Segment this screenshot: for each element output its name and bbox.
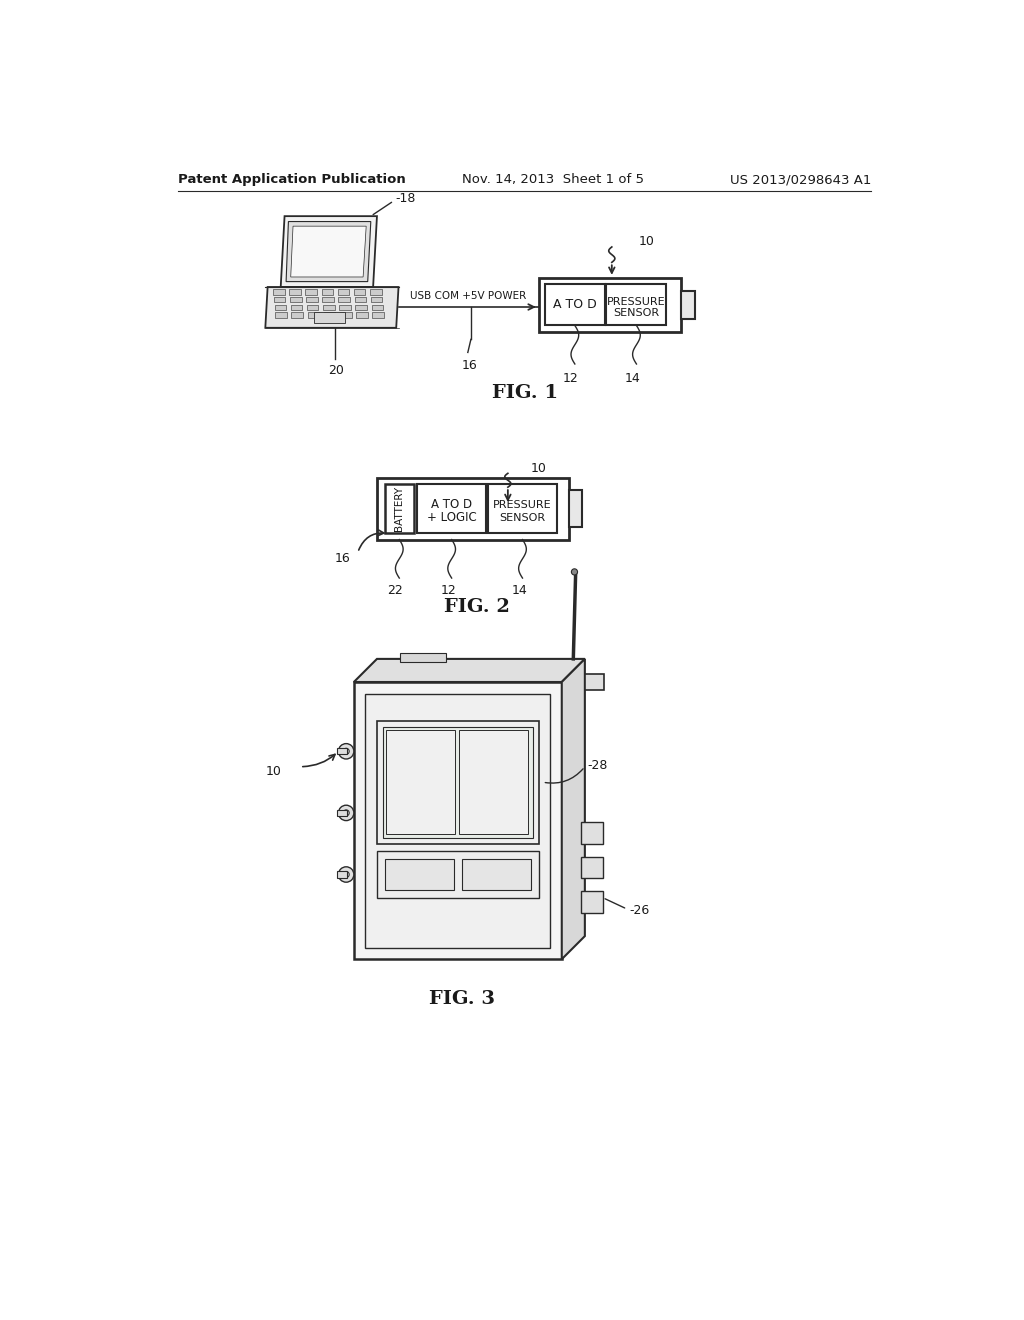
Circle shape <box>343 871 349 878</box>
Bar <box>274 305 286 310</box>
Bar <box>606 284 667 326</box>
Circle shape <box>343 810 349 816</box>
Bar <box>569 490 582 527</box>
Bar <box>339 305 351 310</box>
Text: 14: 14 <box>512 585 527 597</box>
Bar <box>305 289 316 294</box>
Bar <box>371 297 382 302</box>
Text: Nov. 14, 2013  Sheet 1 of 5: Nov. 14, 2013 Sheet 1 of 5 <box>462 173 644 186</box>
Text: Patent Application Publication: Patent Application Publication <box>178 173 407 186</box>
Bar <box>290 297 301 302</box>
Bar <box>340 313 351 318</box>
Polygon shape <box>354 659 585 682</box>
Bar <box>292 313 303 318</box>
Circle shape <box>339 743 354 759</box>
Polygon shape <box>265 286 398 327</box>
Bar <box>337 871 347 878</box>
Bar <box>681 290 695 318</box>
Bar <box>337 748 347 755</box>
Bar <box>354 682 562 960</box>
Bar <box>545 284 605 326</box>
Text: FIG. 2: FIG. 2 <box>444 598 510 615</box>
Bar <box>417 484 486 533</box>
Bar <box>386 730 455 834</box>
Bar <box>339 297 350 302</box>
Bar <box>338 289 349 294</box>
Bar <box>400 653 446 663</box>
Bar <box>581 857 602 878</box>
Text: FIG. 3: FIG. 3 <box>429 990 495 1008</box>
Text: 22: 22 <box>387 585 403 597</box>
Bar <box>366 693 550 948</box>
Bar <box>337 810 347 816</box>
Text: 10: 10 <box>639 235 654 248</box>
Bar <box>385 859 454 890</box>
Bar <box>273 297 286 302</box>
Bar <box>370 289 382 294</box>
Text: 10: 10 <box>531 462 547 475</box>
Bar <box>324 313 336 318</box>
Circle shape <box>339 867 354 882</box>
Text: FIG. 1: FIG. 1 <box>492 384 558 403</box>
Text: SENSOR: SENSOR <box>613 308 659 318</box>
Bar <box>323 305 335 310</box>
Text: US 2013/0298643 A1: US 2013/0298643 A1 <box>730 173 871 186</box>
Bar <box>291 305 302 310</box>
Text: SENSOR: SENSOR <box>500 513 546 523</box>
Text: 12: 12 <box>563 372 579 385</box>
Text: -18: -18 <box>395 191 416 205</box>
Bar <box>289 289 301 294</box>
Bar <box>487 484 557 533</box>
Bar <box>460 730 528 834</box>
Polygon shape <box>281 216 377 286</box>
Polygon shape <box>562 659 585 960</box>
Bar <box>355 305 367 310</box>
Bar <box>585 675 604 689</box>
Circle shape <box>571 569 578 576</box>
Bar <box>383 726 532 838</box>
Bar <box>307 313 319 318</box>
Circle shape <box>339 805 354 821</box>
Text: -26: -26 <box>630 904 650 917</box>
Bar <box>322 289 333 294</box>
Bar <box>356 313 368 318</box>
Bar <box>385 484 414 533</box>
Bar <box>275 313 287 318</box>
Circle shape <box>343 748 349 755</box>
Text: A TO D: A TO D <box>553 298 597 312</box>
Text: 16: 16 <box>335 552 350 565</box>
Text: 12: 12 <box>440 585 457 597</box>
Text: + LOGIC: + LOGIC <box>427 511 476 524</box>
Text: A TO D: A TO D <box>431 499 472 511</box>
Text: -28: -28 <box>587 759 607 772</box>
Bar <box>307 305 318 310</box>
Bar <box>377 721 539 843</box>
Bar <box>313 313 345 323</box>
Text: PRESSURE: PRESSURE <box>607 297 666 308</box>
Text: 20: 20 <box>329 364 344 378</box>
Bar <box>372 305 383 310</box>
Bar <box>581 891 602 913</box>
Text: USB COM +5V POWER: USB COM +5V POWER <box>411 290 526 301</box>
Bar <box>306 297 317 302</box>
Bar <box>354 297 367 302</box>
Bar <box>323 297 334 302</box>
Bar <box>462 859 531 890</box>
Polygon shape <box>286 222 371 281</box>
Bar <box>377 478 569 540</box>
Text: BATTERY: BATTERY <box>394 486 404 532</box>
Bar <box>377 851 539 898</box>
Text: 10: 10 <box>265 764 282 777</box>
Text: PRESSURE: PRESSURE <box>494 500 552 510</box>
Text: 16: 16 <box>462 359 477 372</box>
Bar <box>581 822 602 843</box>
Polygon shape <box>291 226 367 277</box>
Bar <box>354 289 366 294</box>
Text: 14: 14 <box>625 372 640 385</box>
Bar <box>273 289 285 294</box>
Bar <box>539 277 681 331</box>
Bar <box>373 313 384 318</box>
